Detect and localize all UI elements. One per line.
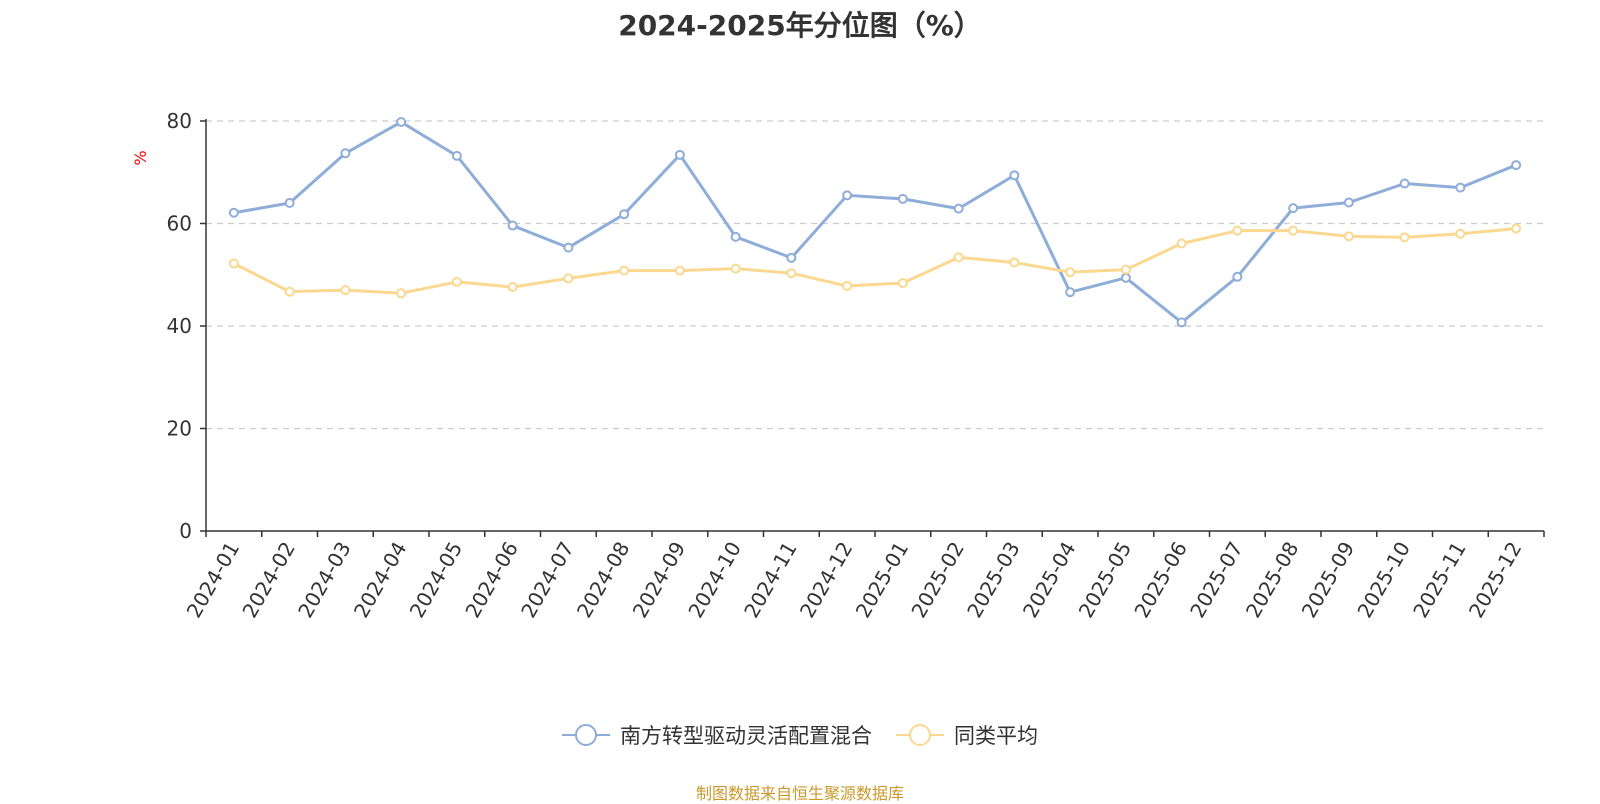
- data-point-0-2025-07: [1232, 271, 1243, 282]
- data-point-1-2024-11: [786, 268, 797, 279]
- data-point-0-2024-01: [228, 207, 239, 218]
- x-tick-label-2025-12: 2025-12: [1464, 538, 1527, 622]
- data-point-1-2024-06: [507, 282, 518, 293]
- data-point-0-2024-10: [730, 231, 741, 242]
- legend: 南方转型驱动灵活配置混合 同类平均: [0, 720, 1600, 750]
- axes: 0204060802024-012024-022024-032024-04202…: [167, 109, 1545, 622]
- y-axis-label: %: [131, 150, 150, 165]
- data-point-1-2024-01: [228, 258, 239, 269]
- data-point-0-2024-12: [842, 190, 853, 201]
- x-tick-label-2025-07: 2025-07: [1185, 538, 1248, 622]
- data-point-0-2025-01: [897, 193, 908, 204]
- data-point-0-2024-07: [563, 242, 574, 253]
- series-line-0: [233, 120, 1517, 324]
- series-1: [228, 223, 1522, 299]
- data-point-1-2025-03: [1009, 257, 1020, 268]
- data-point-1-2025-01: [897, 277, 908, 288]
- data-point-0-2024-11: [786, 252, 797, 263]
- data-point-1-2025-09: [1343, 231, 1354, 242]
- data-point-1-2025-04: [1065, 267, 1076, 278]
- x-tick-label-2025-08: 2025-08: [1241, 538, 1304, 622]
- x-tick-label-2024-12: 2024-12: [795, 538, 858, 622]
- data-point-1-2025-02: [953, 252, 964, 263]
- x-tick-label-2024-10: 2024-10: [683, 538, 746, 622]
- legend-label-peer-average: 同类平均: [954, 724, 1038, 748]
- x-tick-label-2024-09: 2024-09: [628, 538, 691, 622]
- x-tick-label-2024-08: 2024-08: [572, 538, 635, 622]
- x-tick-label-2024-03: 2024-03: [293, 538, 356, 622]
- y-tick-label-80: 80: [167, 109, 192, 133]
- x-tick-label-2025-03: 2025-03: [962, 538, 1025, 622]
- data-point-1-2024-09: [674, 265, 685, 276]
- x-tick-label-2024-06: 2024-06: [460, 538, 523, 622]
- data-point-1-2024-08: [619, 265, 630, 276]
- data-point-1-2024-02: [284, 286, 295, 297]
- x-tick-label-2025-01: 2025-01: [851, 538, 914, 622]
- x-tick-label-2025-11: 2025-11: [1408, 538, 1471, 622]
- x-tick-label-2025-06: 2025-06: [1129, 538, 1192, 622]
- data-point-0-2025-04: [1065, 287, 1076, 298]
- x-tick-label-2024-04: 2024-04: [349, 538, 412, 622]
- data-point-0-2024-09: [674, 149, 685, 160]
- series: [228, 117, 1522, 328]
- data-point-0-2025-02: [953, 203, 964, 214]
- data-point-1-2025-11: [1455, 228, 1466, 239]
- data-point-0-2025-11: [1455, 182, 1466, 193]
- data-point-0-2025-09: [1343, 197, 1354, 208]
- legend-item-fund[interactable]: 南方转型驱动灵活配置混合: [562, 720, 872, 750]
- x-tick-label-2025-09: 2025-09: [1297, 538, 1360, 622]
- data-point-0-2025-12: [1511, 160, 1522, 171]
- y-tick-label-60: 60: [167, 212, 192, 236]
- x-tick-label-2024-11: 2024-11: [739, 538, 802, 622]
- series-line-1: [233, 227, 1517, 295]
- y-tick-label-0: 0: [179, 519, 192, 543]
- data-point-0-2025-03: [1009, 170, 1020, 181]
- data-point-1-2025-05: [1120, 264, 1131, 275]
- data-point-1-2024-07: [563, 273, 574, 284]
- data-point-1-2025-08: [1288, 225, 1299, 236]
- data-point-1-2024-05: [451, 276, 462, 287]
- y-tick-label-40: 40: [167, 314, 192, 338]
- x-tick-label-2024-01: 2024-01: [182, 538, 245, 622]
- x-tick-label-2024-07: 2024-07: [516, 538, 579, 622]
- data-point-0-2024-08: [619, 209, 630, 220]
- data-point-1-2025-07: [1232, 225, 1243, 236]
- grid-lines: [206, 120, 1544, 430]
- data-point-0-2024-06: [507, 220, 518, 231]
- data-point-0-2024-03: [340, 148, 351, 159]
- x-tick-label-2025-04: 2025-04: [1018, 538, 1081, 622]
- x-tick-label-2025-10: 2025-10: [1352, 538, 1415, 622]
- data-point-1-2025-12: [1511, 223, 1522, 234]
- legend-marker-fund: [562, 723, 610, 747]
- series-0: [228, 117, 1522, 328]
- source-note: 制图数据来自恒生聚源数据库: [695, 784, 904, 803]
- data-point-1-2024-10: [730, 263, 741, 274]
- data-point-0-2024-04: [396, 117, 407, 128]
- data-point-0-2024-02: [284, 198, 295, 208]
- data-point-1-2025-06: [1176, 238, 1187, 249]
- legend-marker-peer-average: [896, 723, 944, 747]
- x-tick-label-2025-05: 2025-05: [1074, 538, 1137, 622]
- data-point-0-2025-06: [1176, 317, 1187, 328]
- x-tick-label-2025-02: 2025-02: [906, 538, 969, 622]
- legend-item-peer-average[interactable]: 同类平均: [896, 720, 1038, 750]
- legend-label-fund: 南方转型驱动灵活配置混合: [620, 724, 872, 748]
- data-point-1-2024-03: [340, 285, 351, 296]
- data-point-1-2024-12: [842, 281, 853, 292]
- y-tick-label-20: 20: [167, 417, 192, 441]
- data-point-1-2024-04: [396, 288, 407, 299]
- data-point-1-2025-10: [1399, 232, 1410, 243]
- data-point-0-2025-05: [1120, 272, 1131, 283]
- data-point-0-2024-05: [451, 150, 462, 161]
- chart-title: 2024-2025年分位图（%）: [618, 9, 982, 42]
- x-tick-label-2024-02: 2024-02: [237, 538, 300, 622]
- data-point-0-2025-08: [1288, 203, 1299, 214]
- x-tick-label-2024-05: 2024-05: [405, 538, 468, 622]
- data-point-0-2025-10: [1399, 178, 1410, 189]
